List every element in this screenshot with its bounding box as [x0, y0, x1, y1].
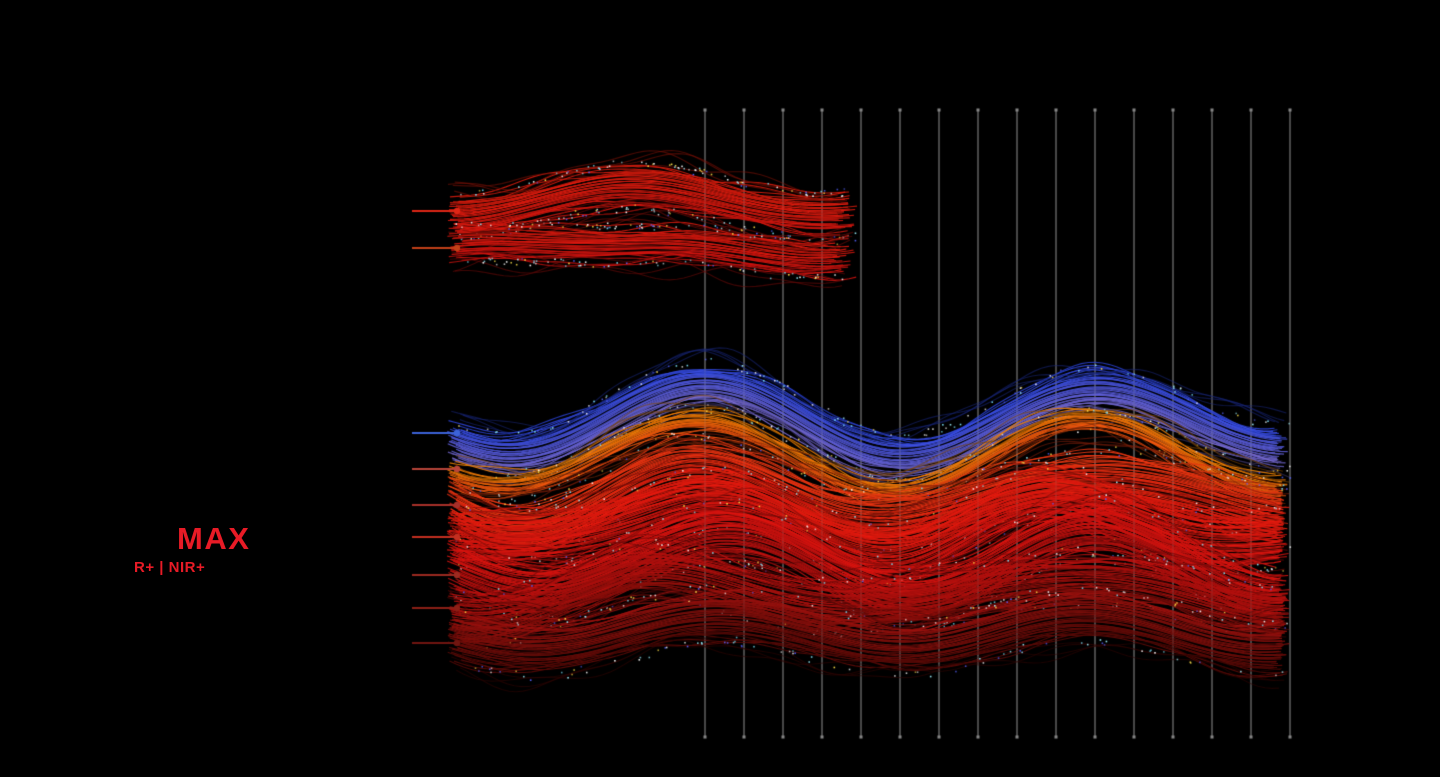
- band-filter-label: R+ | NIR+: [134, 559, 206, 576]
- max-label: MAX: [177, 521, 251, 556]
